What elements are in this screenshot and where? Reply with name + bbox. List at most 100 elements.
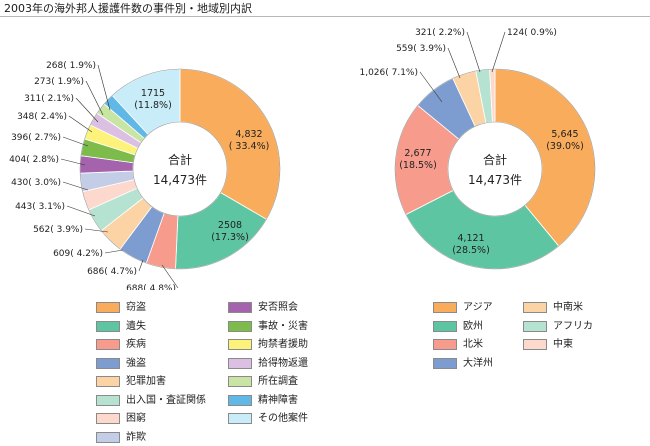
- slice-outside-label: 396( 2.7%): [11, 133, 61, 143]
- pie-center-label: 14,473件: [153, 173, 207, 187]
- slice-percent-label: ( 33.4%): [229, 141, 270, 152]
- slice-outside-label: 559( 3.9%): [396, 44, 446, 54]
- slice-percent-label: (17.3%): [211, 232, 249, 243]
- legend-swatch: [433, 320, 457, 332]
- slice-outside-label: 1,026( 7.1%): [359, 68, 418, 78]
- slice-value-label: 4,121: [457, 233, 484, 244]
- slice-value-label: 2,677: [404, 148, 431, 159]
- legend-swatch: [96, 302, 120, 313]
- slice-outside-label: 273( 1.9%): [34, 77, 84, 87]
- legend-label: 安否照会: [258, 302, 298, 313]
- legend-swatch: [228, 394, 252, 406]
- legend-swatch: [96, 394, 120, 406]
- legend-swatch: [96, 413, 120, 424]
- pie-outline: [394, 68, 596, 270]
- pie-chart-left: 合計 14,473件 4,832( 33.4%) 2508(17.3%) 1715(11…: [9, 61, 281, 290]
- legend-swatch: [96, 320, 120, 332]
- leader-line: [75, 97, 99, 123]
- legend-swatch: [433, 339, 457, 350]
- slice-value-label: 4,832: [235, 129, 262, 140]
- legend-label: 北米: [463, 339, 483, 350]
- legend-swatch: [96, 376, 120, 387]
- pie-center-label: 合計: [168, 152, 192, 167]
- pie-outline: [79, 68, 281, 270]
- slice-percent-label: (28.5%): [452, 245, 490, 256]
- legend-swatch: [228, 376, 252, 387]
- legend-swatch: [433, 357, 457, 369]
- legend-swatch: [96, 431, 120, 443]
- pie-center-hole: [447, 121, 543, 217]
- slice-percent-label: (18.5%): [399, 160, 437, 171]
- legend-label: 拾得物返還: [258, 357, 308, 369]
- legend-label: 出入国・査証関係: [126, 394, 206, 406]
- leader-line: [85, 80, 104, 116]
- legend-swatch: [228, 413, 252, 424]
- slice-outside-label: 268( 1.9%): [46, 61, 96, 71]
- legend-swatch: [96, 339, 120, 350]
- legend-label: アフリカ: [553, 320, 593, 332]
- legend-swatch: [523, 339, 547, 350]
- leader-line: [138, 259, 144, 272]
- charts-canvas: 合計 14,473件 4,832( 33.4%) 2508(17.3%) 1715(11…: [9, 28, 596, 290]
- leader-line: [62, 181, 89, 191]
- legend-swatch: [228, 357, 252, 369]
- slice-percent-label: (39.0%): [546, 141, 584, 152]
- slice-value-label: 5,645: [551, 129, 578, 140]
- legend-label: 窃盗: [126, 302, 146, 313]
- legend-label: 詐欺: [126, 431, 146, 443]
- leader-line: [161, 264, 179, 289]
- leader-line: [84, 228, 109, 233]
- pie-center-hole: [132, 121, 228, 217]
- slice-outside-label: 443( 3.1%): [15, 202, 65, 212]
- slice-outside-label: 311( 2.1%): [24, 94, 74, 104]
- legend-swatch: [433, 302, 457, 313]
- legend-label: 欧州: [463, 320, 483, 332]
- legend-label: 強盗: [126, 357, 146, 369]
- leader-line: [97, 64, 111, 111]
- pie-center-label: 合計: [483, 152, 507, 167]
- legend-label: 中南米: [553, 302, 583, 313]
- leader-line: [60, 158, 86, 166]
- slice-outside-label: 609( 4.2%): [53, 249, 103, 259]
- slice-value-label: 1715: [141, 88, 165, 99]
- legend-swatch: [228, 320, 252, 332]
- leader-line: [62, 136, 89, 147]
- legend-label: 疾病: [126, 339, 146, 350]
- pie-chart-right: 合計 14,473件 5,645(39.0%) 4,121(28.5%) 2,677(1…: [359, 28, 596, 270]
- leader-line: [447, 47, 461, 79]
- pie-center-label: 14,473件: [468, 173, 522, 187]
- leader-line: [491, 31, 506, 73]
- legend-label: 遺失: [126, 320, 146, 332]
- legend-label: 拘禁者援助: [258, 339, 308, 350]
- legend-label: 犯罪加害: [126, 376, 166, 387]
- slice-outside-label: 430( 3.0%): [11, 178, 61, 188]
- slice-outside-label: 348( 2.4%): [17, 112, 67, 122]
- legend-swatch: [523, 320, 547, 332]
- legend-swatch: [228, 339, 252, 350]
- legend-swatch: [96, 357, 120, 369]
- legend-label: 事故・災害: [258, 320, 308, 332]
- legend-swatch: [523, 302, 547, 313]
- leader-line: [104, 249, 124, 254]
- legend-label: 中東: [553, 339, 573, 350]
- leader-line: [66, 205, 96, 217]
- legend-regions: アジア欧州北米大洋州 中南米アフリカ中東: [433, 301, 633, 381]
- slice-percent-label: (11.8%): [134, 100, 172, 111]
- slice-outside-label: 321( 2.2%): [415, 28, 465, 38]
- slice-outside-label: 686( 4.7%): [87, 267, 137, 277]
- slice-outside-label: 404( 2.8%): [9, 155, 59, 165]
- leader-line: [68, 115, 93, 133]
- page-title: 2003年の海外邦人援護件数の事件別・地域別内訳: [0, 0, 650, 17]
- slice-outside-label: 688( 4.8%): [126, 284, 176, 290]
- leader-line: [466, 31, 481, 73]
- legend-label: 精神障害: [258, 394, 298, 406]
- legend-incident-types: 窃盗 遺失 疾病 強盗 犯罪加害 出入国・査証関係 困窮 詐欺 安否照会 事故・災害 拘禁者援助 拾得…: [96, 301, 326, 443]
- legend-label: 大洋州: [463, 357, 493, 369]
- leader-line: [419, 71, 443, 103]
- slice-outside-label: 562( 3.9%): [33, 225, 83, 235]
- legend-label: 所在調査: [258, 376, 298, 387]
- legend-label: その他案件: [258, 413, 308, 424]
- legend-swatch: [228, 302, 252, 313]
- legend-label: アジア: [463, 302, 493, 313]
- slice-outside-label: 124( 0.9%): [507, 28, 557, 38]
